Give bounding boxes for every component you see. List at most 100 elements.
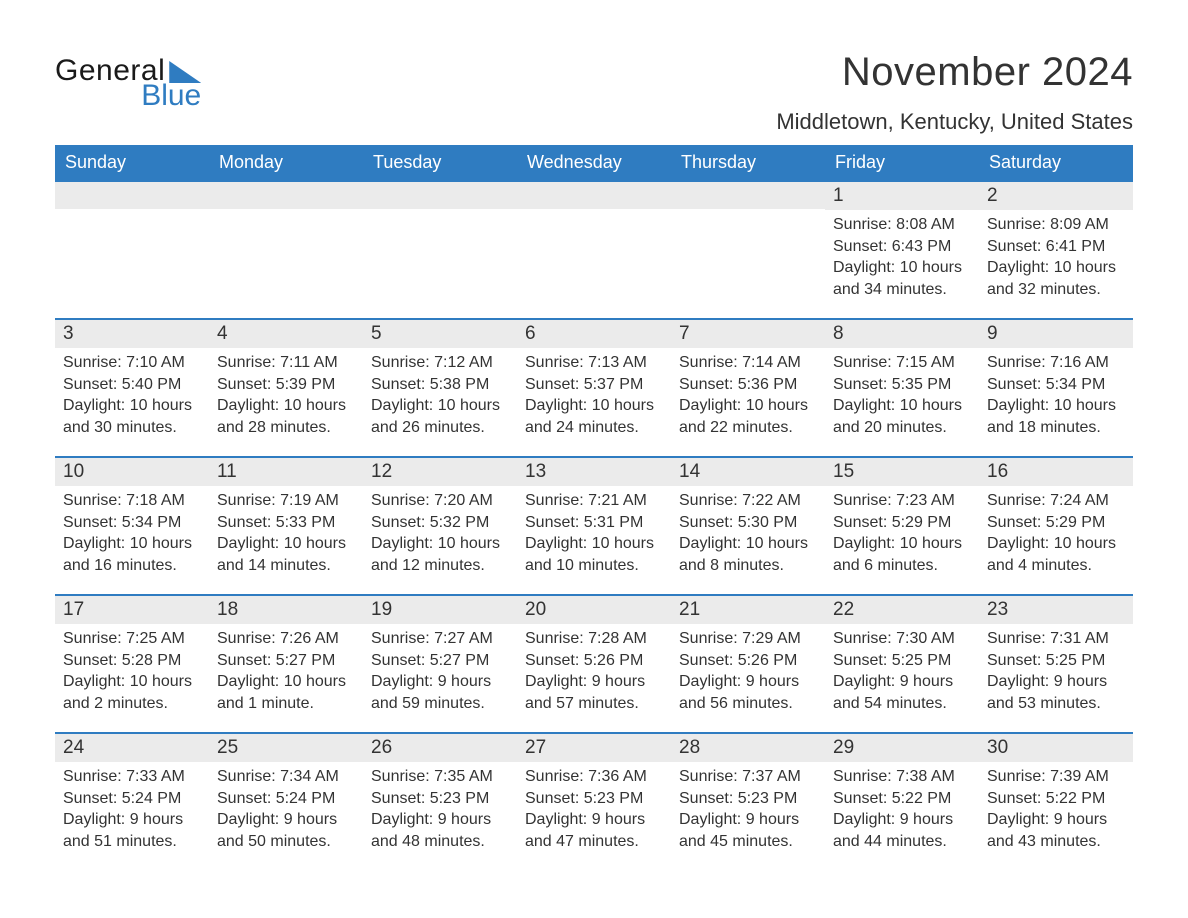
logo-text-blue: Blue (63, 81, 201, 111)
sunset-text: Sunset: 6:43 PM (833, 236, 971, 258)
calendar-day-cell: 16Sunrise: 7:24 AMSunset: 5:29 PMDayligh… (979, 456, 1133, 594)
day-data: Sunrise: 7:27 AMSunset: 5:27 PMDaylight:… (363, 624, 517, 714)
day-number-band: 14 (671, 456, 825, 486)
day-data: Sunrise: 7:26 AMSunset: 5:27 PMDaylight:… (209, 624, 363, 714)
sunrise-text: Sunrise: 7:16 AM (987, 352, 1125, 374)
day-number-band (209, 180, 363, 209)
day-header: Sunday (55, 145, 209, 180)
location-subtitle: Middletown, Kentucky, United States (776, 109, 1133, 135)
daylight-text: Daylight: 9 hours and 50 minutes. (217, 809, 355, 852)
calendar-day-cell: 21Sunrise: 7:29 AMSunset: 5:26 PMDayligh… (671, 594, 825, 732)
sunrise-text: Sunrise: 7:13 AM (525, 352, 663, 374)
sunset-text: Sunset: 5:38 PM (371, 374, 509, 396)
sunset-text: Sunset: 5:29 PM (833, 512, 971, 534)
sunrise-text: Sunrise: 7:36 AM (525, 766, 663, 788)
sunset-text: Sunset: 5:34 PM (63, 512, 201, 534)
day-number-band: 30 (979, 732, 1133, 762)
day-data: Sunrise: 7:16 AMSunset: 5:34 PMDaylight:… (979, 348, 1133, 438)
calendar-day-cell: 22Sunrise: 7:30 AMSunset: 5:25 PMDayligh… (825, 594, 979, 732)
daylight-text: Daylight: 9 hours and 51 minutes. (63, 809, 201, 852)
calendar-day-cell: 23Sunrise: 7:31 AMSunset: 5:25 PMDayligh… (979, 594, 1133, 732)
daylight-text: Daylight: 10 hours and 32 minutes. (987, 257, 1125, 300)
logo: General Blue (55, 50, 201, 111)
day-data: Sunrise: 7:10 AMSunset: 5:40 PMDaylight:… (55, 348, 209, 438)
sunset-text: Sunset: 5:23 PM (525, 788, 663, 810)
daylight-text: Daylight: 10 hours and 8 minutes. (679, 533, 817, 576)
calendar-day-cell: 17Sunrise: 7:25 AMSunset: 5:28 PMDayligh… (55, 594, 209, 732)
day-number-band: 25 (209, 732, 363, 762)
calendar-day-cell: 20Sunrise: 7:28 AMSunset: 5:26 PMDayligh… (517, 594, 671, 732)
day-data: Sunrise: 7:28 AMSunset: 5:26 PMDaylight:… (517, 624, 671, 714)
day-number-band (55, 180, 209, 209)
sunset-text: Sunset: 5:34 PM (987, 374, 1125, 396)
sunrise-text: Sunrise: 7:19 AM (217, 490, 355, 512)
sunrise-text: Sunrise: 7:20 AM (371, 490, 509, 512)
day-data: Sunrise: 7:11 AMSunset: 5:39 PMDaylight:… (209, 348, 363, 438)
calendar-day-cell: 4Sunrise: 7:11 AMSunset: 5:39 PMDaylight… (209, 318, 363, 456)
sunrise-text: Sunrise: 7:26 AM (217, 628, 355, 650)
sunset-text: Sunset: 5:23 PM (679, 788, 817, 810)
day-data: Sunrise: 7:30 AMSunset: 5:25 PMDaylight:… (825, 624, 979, 714)
daylight-text: Daylight: 10 hours and 4 minutes. (987, 533, 1125, 576)
day-number-band: 6 (517, 318, 671, 348)
sunrise-text: Sunrise: 7:34 AM (217, 766, 355, 788)
calendar-day-cell: 9Sunrise: 7:16 AMSunset: 5:34 PMDaylight… (979, 318, 1133, 456)
sunrise-text: Sunrise: 7:22 AM (679, 490, 817, 512)
day-data: Sunrise: 7:13 AMSunset: 5:37 PMDaylight:… (517, 348, 671, 438)
day-header: Saturday (979, 145, 1133, 180)
daylight-text: Daylight: 10 hours and 24 minutes. (525, 395, 663, 438)
day-number-band: 13 (517, 456, 671, 486)
daylight-text: Daylight: 9 hours and 59 minutes. (371, 671, 509, 714)
day-number-band (517, 180, 671, 209)
sunrise-text: Sunrise: 7:29 AM (679, 628, 817, 650)
day-data: Sunrise: 7:37 AMSunset: 5:23 PMDaylight:… (671, 762, 825, 852)
sunrise-text: Sunrise: 7:11 AM (217, 352, 355, 374)
sunrise-text: Sunrise: 7:14 AM (679, 352, 817, 374)
day-number-band: 15 (825, 456, 979, 486)
sunrise-text: Sunrise: 7:28 AM (525, 628, 663, 650)
day-number-band: 5 (363, 318, 517, 348)
day-data: Sunrise: 7:33 AMSunset: 5:24 PMDaylight:… (55, 762, 209, 852)
day-number-band: 7 (671, 318, 825, 348)
calendar-day-cell: 19Sunrise: 7:27 AMSunset: 5:27 PMDayligh… (363, 594, 517, 732)
day-data: Sunrise: 7:38 AMSunset: 5:22 PMDaylight:… (825, 762, 979, 852)
sunrise-text: Sunrise: 7:23 AM (833, 490, 971, 512)
day-number-band: 8 (825, 318, 979, 348)
calendar-day-cell: 27Sunrise: 7:36 AMSunset: 5:23 PMDayligh… (517, 732, 671, 870)
calendar-day-cell (671, 180, 825, 318)
day-number-band: 21 (671, 594, 825, 624)
daylight-text: Daylight: 10 hours and 20 minutes. (833, 395, 971, 438)
calendar-day-cell (55, 180, 209, 318)
sunset-text: Sunset: 5:27 PM (217, 650, 355, 672)
daylight-text: Daylight: 9 hours and 54 minutes. (833, 671, 971, 714)
calendar-header-row: SundayMondayTuesdayWednesdayThursdayFrid… (55, 145, 1133, 180)
day-data: Sunrise: 7:22 AMSunset: 5:30 PMDaylight:… (671, 486, 825, 576)
sunrise-text: Sunrise: 7:24 AM (987, 490, 1125, 512)
daylight-text: Daylight: 10 hours and 30 minutes. (63, 395, 201, 438)
day-data: Sunrise: 7:18 AMSunset: 5:34 PMDaylight:… (55, 486, 209, 576)
sunset-text: Sunset: 6:41 PM (987, 236, 1125, 258)
daylight-text: Daylight: 10 hours and 18 minutes. (987, 395, 1125, 438)
day-number-band (363, 180, 517, 209)
calendar-table: SundayMondayTuesdayWednesdayThursdayFrid… (55, 145, 1133, 870)
sunset-text: Sunset: 5:28 PM (63, 650, 201, 672)
sunset-text: Sunset: 5:22 PM (833, 788, 971, 810)
day-number-band: 29 (825, 732, 979, 762)
calendar-day-cell: 24Sunrise: 7:33 AMSunset: 5:24 PMDayligh… (55, 732, 209, 870)
flag-icon (169, 61, 201, 83)
day-number-band: 4 (209, 318, 363, 348)
day-number-band: 24 (55, 732, 209, 762)
daylight-text: Daylight: 9 hours and 53 minutes. (987, 671, 1125, 714)
sunset-text: Sunset: 5:40 PM (63, 374, 201, 396)
calendar-day-cell (363, 180, 517, 318)
day-number-band: 12 (363, 456, 517, 486)
calendar-day-cell (209, 180, 363, 318)
day-data: Sunrise: 7:24 AMSunset: 5:29 PMDaylight:… (979, 486, 1133, 576)
daylight-text: Daylight: 10 hours and 28 minutes. (217, 395, 355, 438)
daylight-text: Daylight: 9 hours and 48 minutes. (371, 809, 509, 852)
calendar-day-cell: 6Sunrise: 7:13 AMSunset: 5:37 PMDaylight… (517, 318, 671, 456)
daylight-text: Daylight: 10 hours and 10 minutes. (525, 533, 663, 576)
day-data: Sunrise: 7:20 AMSunset: 5:32 PMDaylight:… (363, 486, 517, 576)
sunrise-text: Sunrise: 7:21 AM (525, 490, 663, 512)
sunrise-text: Sunrise: 7:33 AM (63, 766, 201, 788)
